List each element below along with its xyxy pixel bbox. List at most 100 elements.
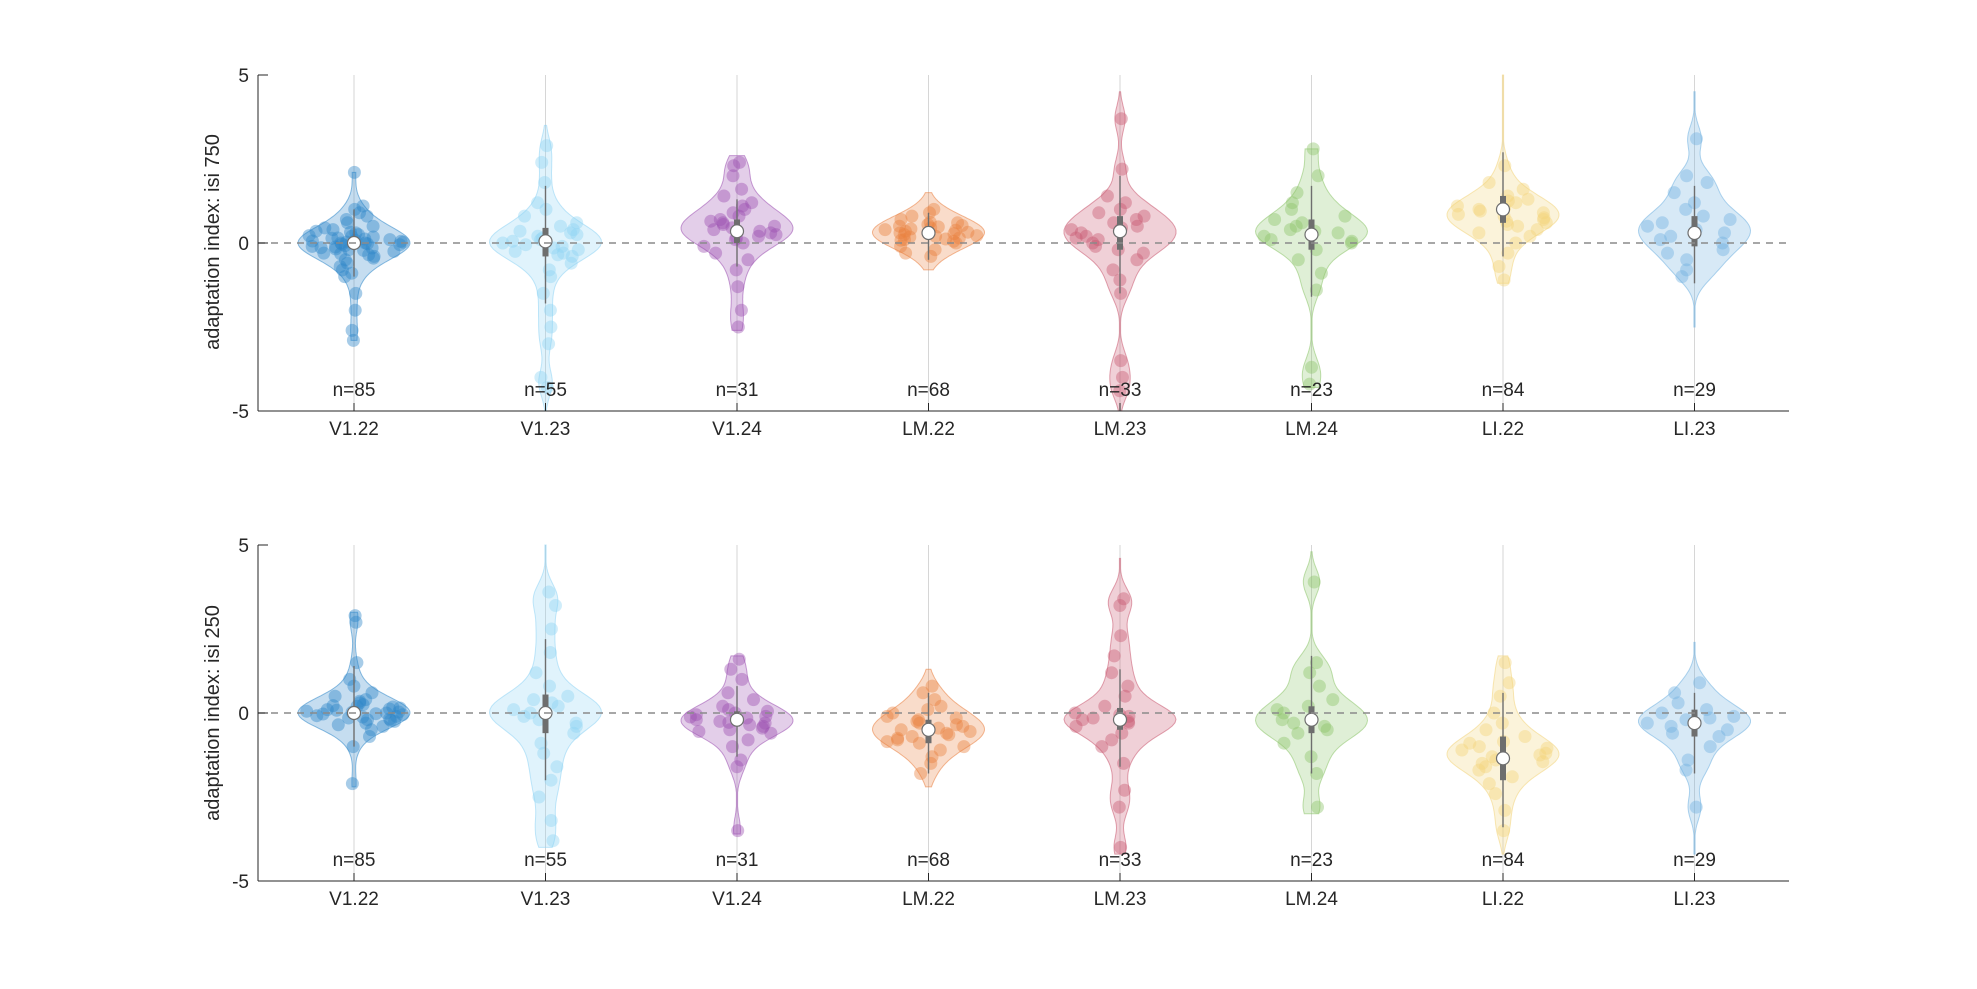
data-point <box>360 209 374 223</box>
data-point <box>1716 236 1729 250</box>
data-point <box>566 223 580 237</box>
data-point <box>350 656 364 670</box>
data-point <box>305 234 319 248</box>
panel-isi-750: adaptation index: isi 750 n=85 V1.22 n=55 V… <box>202 66 1789 440</box>
data-point <box>1679 763 1693 777</box>
data-point <box>1118 783 1132 797</box>
data-point <box>1655 216 1669 230</box>
data-point <box>1640 716 1654 730</box>
data-point <box>1492 260 1506 273</box>
data-point <box>513 224 527 238</box>
data-point <box>924 249 938 263</box>
median-marker-lm-22 <box>921 225 936 241</box>
data-point <box>1516 182 1530 196</box>
data-point <box>1117 756 1131 770</box>
data-point <box>1690 132 1703 146</box>
data-point <box>752 229 765 243</box>
data-point <box>523 706 537 720</box>
data-point <box>951 216 965 230</box>
data-point <box>713 213 727 226</box>
data-point <box>894 213 908 226</box>
x-tick-label: V1.22 <box>329 889 379 910</box>
data-point <box>734 303 748 317</box>
data-point <box>1479 760 1493 774</box>
data-point <box>1497 273 1511 287</box>
data-point <box>1098 699 1112 713</box>
data-point <box>1509 236 1523 250</box>
data-point <box>345 323 359 337</box>
data-point <box>1472 202 1486 216</box>
data-point <box>1718 226 1731 240</box>
data-point <box>335 237 349 251</box>
n-label: n=31 <box>716 850 759 871</box>
data-point <box>916 686 930 700</box>
data-point <box>697 239 711 253</box>
data-point <box>353 206 366 220</box>
data-point <box>1720 723 1734 737</box>
data-point <box>735 672 749 686</box>
data-point <box>1114 840 1128 854</box>
data-point <box>318 221 332 235</box>
x-tick-label: LI.23 <box>1673 889 1715 910</box>
y-tick-label: 0 <box>238 234 249 255</box>
data-point <box>1303 666 1317 680</box>
n-label: n=55 <box>524 850 567 871</box>
data-point <box>345 266 359 280</box>
n-label: n=55 <box>524 380 567 401</box>
data-point <box>1511 219 1525 233</box>
data-point <box>387 244 401 258</box>
data-point <box>1680 253 1694 267</box>
n-label: n=33 <box>1099 380 1142 401</box>
y-tick-label: -5 <box>232 872 249 893</box>
n-label: n=84 <box>1482 850 1525 871</box>
data-point <box>1114 629 1128 643</box>
data-point <box>532 790 546 804</box>
data-point <box>934 699 948 713</box>
data-point <box>1523 229 1537 243</box>
data-point <box>1268 213 1282 226</box>
data-point <box>542 585 556 599</box>
data-point <box>542 337 556 351</box>
data-point <box>1107 649 1121 663</box>
data-point <box>1105 733 1119 747</box>
data-point <box>734 753 748 767</box>
data-point <box>309 224 323 238</box>
data-point <box>949 223 963 237</box>
data-point <box>741 733 755 747</box>
data-point <box>300 704 314 718</box>
data-point <box>1115 162 1129 176</box>
data-point <box>1472 763 1486 777</box>
data-point <box>365 686 379 700</box>
data-point <box>692 725 706 738</box>
data-point <box>1521 192 1535 206</box>
data-point <box>544 773 558 787</box>
data-point <box>536 286 550 300</box>
data-point <box>1451 207 1465 221</box>
data-point <box>713 714 727 728</box>
data-point <box>328 689 342 703</box>
n-label: n=23 <box>1290 850 1333 871</box>
data-point <box>1114 112 1128 126</box>
data-point <box>1069 719 1083 733</box>
data-point <box>506 234 520 248</box>
data-point <box>543 679 556 693</box>
data-point <box>956 719 970 733</box>
data-point <box>886 706 900 720</box>
data-point <box>359 693 373 707</box>
data-point <box>1664 719 1678 733</box>
data-point <box>392 705 406 719</box>
data-point <box>561 689 575 703</box>
data-point <box>923 215 937 229</box>
data-point <box>366 230 380 244</box>
data-point <box>1318 719 1331 733</box>
data-point <box>1275 713 1289 727</box>
median-marker-v1-24 <box>729 712 745 727</box>
n-label: n=68 <box>907 380 950 401</box>
data-point <box>769 228 783 242</box>
data-point <box>1277 706 1291 720</box>
x-tick-label: LM.24 <box>1285 889 1338 910</box>
data-point <box>709 246 723 260</box>
data-point <box>1092 206 1106 220</box>
data-point <box>1314 266 1328 280</box>
data-point <box>1485 750 1499 764</box>
